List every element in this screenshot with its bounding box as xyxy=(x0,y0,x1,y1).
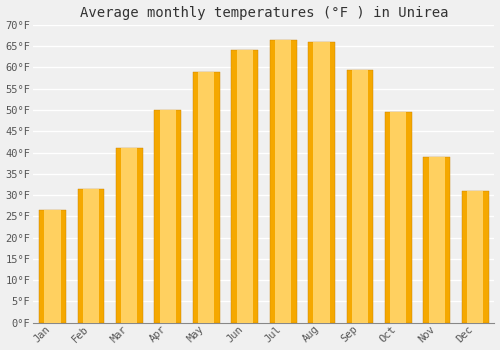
Bar xyxy=(83,189,99,323)
Bar xyxy=(352,70,368,323)
Bar xyxy=(275,40,291,323)
Bar xyxy=(154,110,182,323)
Bar xyxy=(270,40,296,323)
Bar xyxy=(160,110,176,323)
Bar xyxy=(308,42,335,323)
Bar xyxy=(467,191,483,323)
Bar xyxy=(390,112,406,323)
Bar xyxy=(39,210,66,323)
Bar xyxy=(198,72,214,323)
Title: Average monthly temperatures (°F ) in Unirea: Average monthly temperatures (°F ) in Un… xyxy=(80,6,448,20)
Bar xyxy=(44,210,60,323)
Bar xyxy=(236,50,252,323)
Bar xyxy=(231,50,258,323)
Bar xyxy=(385,112,412,323)
Bar xyxy=(428,157,445,323)
Bar xyxy=(193,72,220,323)
Bar xyxy=(462,191,488,323)
Bar xyxy=(424,157,450,323)
Bar xyxy=(116,148,143,323)
Bar xyxy=(314,42,330,323)
Bar xyxy=(122,148,138,323)
Bar xyxy=(346,70,374,323)
Bar xyxy=(78,189,104,323)
